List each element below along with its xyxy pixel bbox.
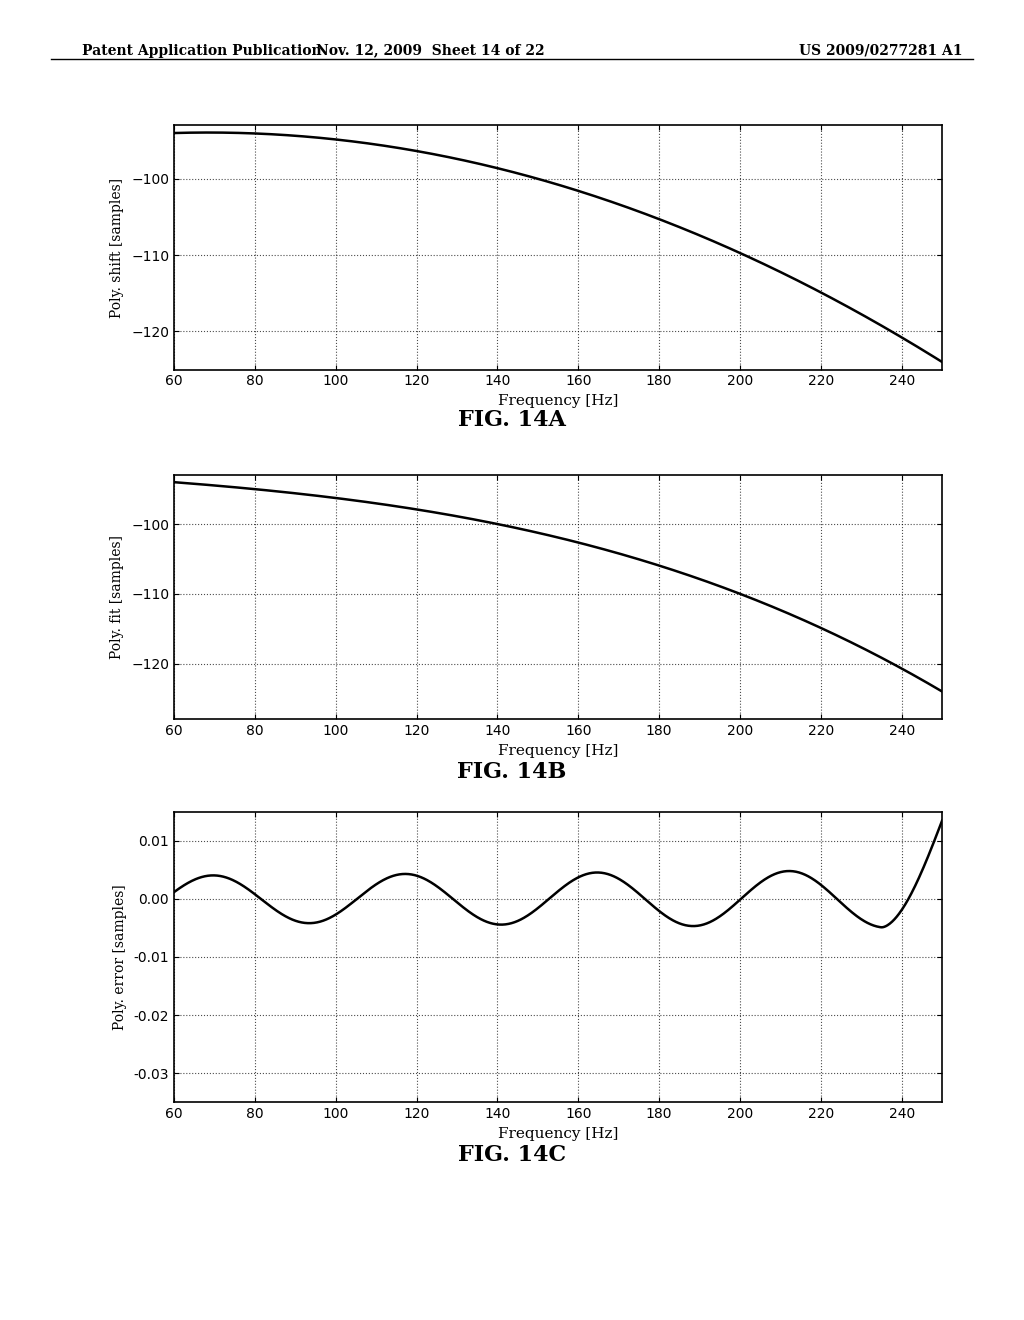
Y-axis label: Poly. error [samples]: Poly. error [samples] bbox=[113, 884, 127, 1030]
Text: FIG. 14A: FIG. 14A bbox=[458, 409, 566, 430]
Text: Patent Application Publication: Patent Application Publication bbox=[82, 44, 322, 58]
X-axis label: Frequency [Hz]: Frequency [Hz] bbox=[498, 393, 618, 408]
Text: Nov. 12, 2009  Sheet 14 of 22: Nov. 12, 2009 Sheet 14 of 22 bbox=[315, 44, 545, 58]
Text: FIG. 14B: FIG. 14B bbox=[458, 762, 566, 783]
X-axis label: Frequency [Hz]: Frequency [Hz] bbox=[498, 743, 618, 758]
Y-axis label: Poly. fit [samples]: Poly. fit [samples] bbox=[111, 536, 124, 659]
Text: FIG. 14C: FIG. 14C bbox=[458, 1144, 566, 1166]
Text: US 2009/0277281 A1: US 2009/0277281 A1 bbox=[799, 44, 963, 58]
Y-axis label: Poly. shift [samples]: Poly. shift [samples] bbox=[111, 177, 124, 318]
X-axis label: Frequency [Hz]: Frequency [Hz] bbox=[498, 1126, 618, 1140]
